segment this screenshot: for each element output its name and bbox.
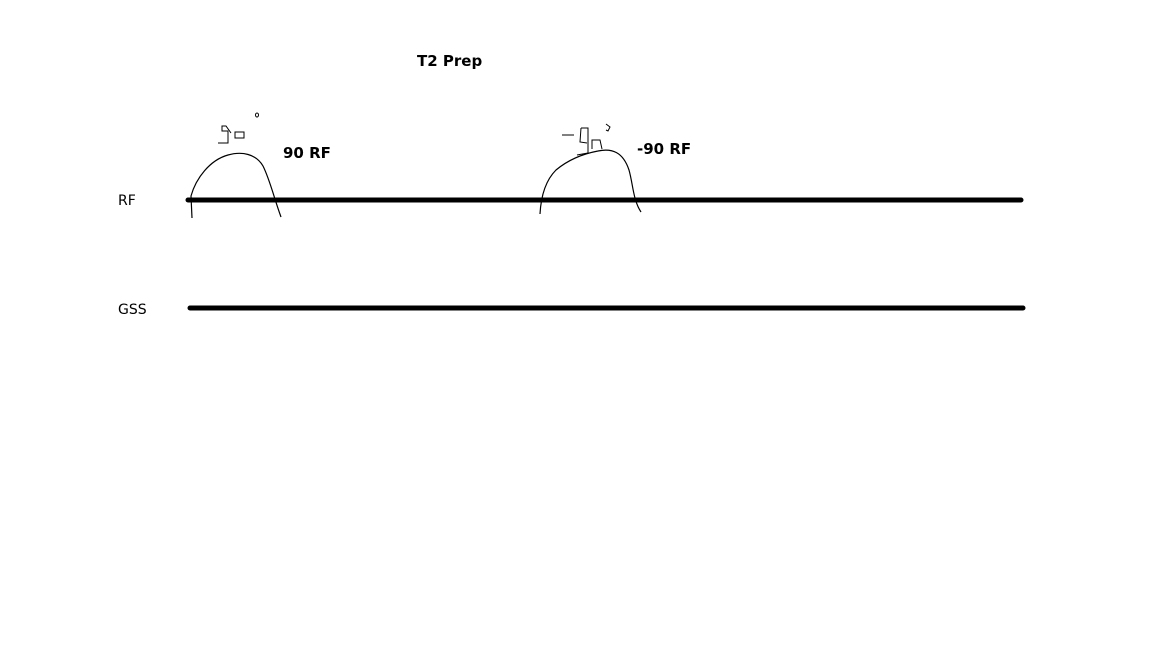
rf-pulse-90 bbox=[190, 152, 282, 219]
rf-pulse-minus-90-label: -90 RF bbox=[637, 140, 691, 158]
diagram-title: T2 Prep bbox=[417, 52, 482, 70]
scribble-marks-90 bbox=[218, 112, 259, 144]
gss-row-label: GSS bbox=[118, 302, 147, 318]
scribble-marks-minus-90 bbox=[562, 123, 611, 156]
rf-pulse-90-label: 90 RF bbox=[283, 144, 331, 162]
rf-pulse-minus-90 bbox=[539, 149, 642, 215]
rf-row-label: RF bbox=[118, 193, 136, 209]
